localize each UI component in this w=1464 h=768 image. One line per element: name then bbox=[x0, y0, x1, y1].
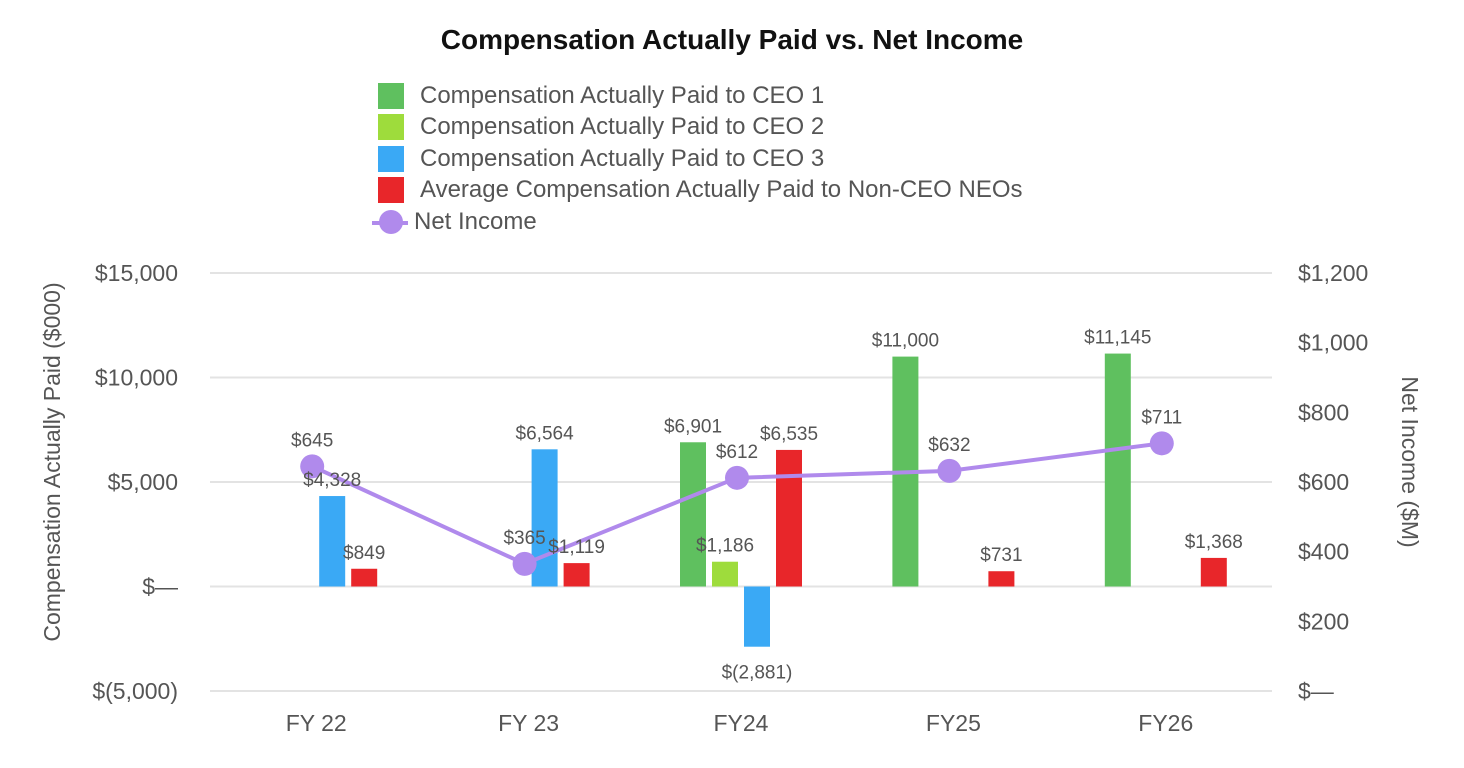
bar-data-label: $6,901 bbox=[664, 416, 722, 437]
y-right-tick-label: $600 bbox=[1298, 469, 1349, 495]
line-data-label: $365 bbox=[503, 528, 545, 549]
bar bbox=[1104, 353, 1131, 587]
net-income-point bbox=[725, 465, 749, 490]
bar bbox=[744, 586, 770, 647]
x-tick-label: FY 22 bbox=[286, 710, 347, 736]
bar-data-label: $6,535 bbox=[760, 424, 818, 445]
y-right-tick-label: $1,200 bbox=[1298, 260, 1368, 286]
legend-swatch-ceo1 bbox=[378, 82, 404, 109]
y-right-axis-title: Net Income ($M) bbox=[1397, 376, 1423, 547]
legend-swatch-ceo2 bbox=[378, 114, 404, 141]
y-left-tick-label: $(5,000) bbox=[92, 678, 178, 704]
bar-data-label: $731 bbox=[980, 545, 1022, 566]
bar-data-label: $1,119 bbox=[548, 537, 605, 558]
y-left-tick-label: $— bbox=[142, 574, 178, 600]
net-income-point bbox=[300, 454, 325, 479]
y-right-tick-label: $— bbox=[1298, 678, 1334, 704]
net-income-point bbox=[937, 458, 962, 483]
y-left-tick-label: $15,000 bbox=[95, 260, 178, 286]
bar-data-label: $1,186 bbox=[696, 536, 754, 557]
legend-item-neo: Average Compensation Actually Paid to No… bbox=[378, 175, 1023, 207]
bar bbox=[351, 568, 378, 587]
legend-item-ceo3: Compensation Actually Paid to CEO 3 bbox=[378, 143, 1023, 175]
legend-label-ceo2: Compensation Actually Paid to CEO 2 bbox=[420, 113, 825, 141]
line-data-label: $645 bbox=[291, 430, 333, 451]
bar-data-label: $1,368 bbox=[1185, 532, 1243, 553]
x-tick-label: FY25 bbox=[926, 710, 981, 736]
legend: Compensation Actually Paid to CEO 1 Comp… bbox=[372, 80, 1023, 238]
y-left-axis-title: Compensation Actually Paid ($000) bbox=[39, 282, 65, 641]
legend-swatch-ceo3 bbox=[378, 145, 404, 172]
legend-item-net-income: Net Income bbox=[372, 206, 1023, 238]
bar-data-label: $11,000 bbox=[872, 331, 939, 352]
legend-label-ceo1: Compensation Actually Paid to CEO 1 bbox=[420, 81, 825, 109]
bar-data-label: $849 bbox=[343, 543, 385, 564]
bar bbox=[776, 449, 802, 587]
bar bbox=[319, 496, 346, 587]
x-tick-label: FY24 bbox=[714, 710, 769, 736]
legend-label-ceo3: Compensation Actually Paid to CEO 3 bbox=[420, 144, 825, 172]
bar bbox=[1200, 557, 1227, 587]
x-tick-label: FY 23 bbox=[498, 710, 559, 736]
net-income-point bbox=[512, 551, 537, 576]
y-left-tick-label: $5,000 bbox=[108, 469, 178, 495]
line-data-label: $612 bbox=[716, 442, 758, 463]
bar bbox=[712, 561, 738, 587]
x-tick-label: FY26 bbox=[1138, 710, 1193, 736]
y-right-tick-label: $800 bbox=[1298, 399, 1349, 425]
legend-label-net-income: Net Income bbox=[414, 207, 537, 235]
bar-data-label: $4,328 bbox=[303, 470, 361, 491]
line-data-label: $711 bbox=[1141, 407, 1182, 428]
legend-label-neo: Average Compensation Actually Paid to No… bbox=[420, 176, 1023, 204]
bar-data-label: $11,145 bbox=[1084, 328, 1151, 349]
legend-swatch-neo bbox=[378, 177, 404, 204]
chart-title: Compensation Actually Paid vs. Net Incom… bbox=[440, 24, 1024, 55]
net-income-point bbox=[1149, 431, 1174, 456]
legend-item-ceo2: Compensation Actually Paid to CEO 2 bbox=[378, 112, 1023, 144]
bar bbox=[988, 571, 1015, 587]
y-right-tick-label: $200 bbox=[1298, 608, 1349, 634]
legend-item-ceo1: Compensation Actually Paid to CEO 1 bbox=[378, 80, 1023, 112]
legend-line-net-income bbox=[372, 209, 408, 235]
y-right-tick-label: $1,000 bbox=[1298, 330, 1368, 356]
bar bbox=[680, 442, 706, 587]
y-left-tick-label: $10,000 bbox=[95, 365, 178, 391]
bar bbox=[563, 563, 590, 587]
bar-data-label: $6,564 bbox=[516, 423, 575, 444]
bar-data-label: $(2,881) bbox=[722, 663, 793, 684]
line-data-label: $632 bbox=[928, 435, 970, 456]
y-right-tick-label: $400 bbox=[1298, 539, 1349, 565]
